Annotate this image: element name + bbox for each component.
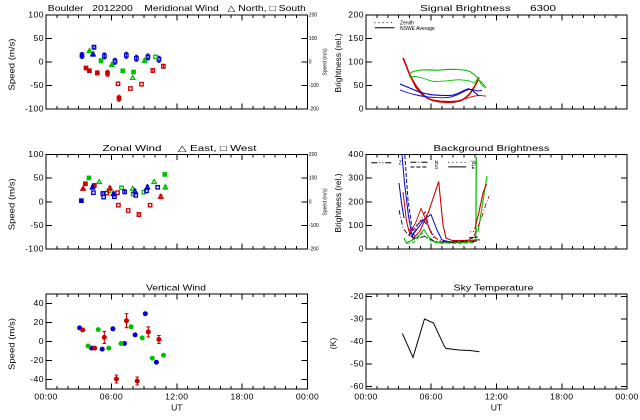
svg-text:E: E — [472, 165, 476, 171]
svg-text:40: 40 — [34, 298, 44, 308]
svg-text:Z: Z — [399, 161, 402, 167]
svg-text:UT: UT — [491, 403, 503, 413]
svg-text:Speed (m/s): Speed (m/s) — [7, 318, 17, 370]
svg-text:NSWE Average: NSWE Average — [400, 26, 435, 32]
svg-text:S: S — [435, 165, 439, 171]
svg-text:Brightness (rel.): Brightness (rel.) — [333, 33, 343, 92]
svg-text:0: 0 — [309, 60, 312, 66]
svg-text:12:00: 12:00 — [165, 392, 188, 402]
svg-text:Sky Temperature: Sky Temperature — [454, 282, 534, 292]
svg-text:Speed (m/s): Speed (m/s) — [323, 48, 329, 76]
svg-text:100: 100 — [28, 149, 44, 159]
svg-text:150: 150 — [348, 33, 364, 43]
svg-text:0: 0 — [39, 336, 44, 346]
svg-text:20: 20 — [34, 317, 44, 327]
svg-text:Vertical Wind: Vertical Wind — [146, 282, 206, 292]
svg-text:50: 50 — [34, 173, 44, 183]
svg-text:Boulder 2012200 Meridiona: Boulder 2012200 Meridional Wind △ North,… — [48, 3, 306, 13]
svg-text:200: 200 — [309, 152, 318, 158]
svg-text:-40: -40 — [350, 336, 364, 346]
svg-text:0: 0 — [309, 199, 312, 205]
svg-text:-40: -40 — [30, 374, 44, 384]
svg-text:N: N — [435, 160, 439, 166]
svg-text:Speed (m/s): Speed (m/s) — [323, 188, 329, 216]
svg-text:400: 400 — [348, 149, 364, 159]
svg-text:-200: -200 — [309, 107, 319, 113]
svg-text:18:00: 18:00 — [550, 392, 573, 402]
svg-text:100: 100 — [309, 176, 318, 182]
svg-text:200: 200 — [309, 13, 318, 19]
svg-text:-50: -50 — [350, 359, 364, 369]
svg-text:-100: -100 — [309, 83, 319, 89]
svg-text:-20: -20 — [30, 355, 44, 365]
svg-text:Brightness (rel.): Brightness (rel.) — [333, 173, 343, 232]
svg-text:00:00: 00:00 — [296, 392, 319, 402]
svg-text:-200: -200 — [309, 247, 319, 253]
svg-text:Speed (m/s): Speed (m/s) — [7, 38, 17, 90]
svg-text:50: 50 — [34, 33, 44, 43]
svg-text:50: 50 — [354, 80, 364, 90]
svg-text:00:00: 00:00 — [34, 392, 57, 402]
svg-text:0: 0 — [359, 104, 364, 114]
svg-text:-60: -60 — [350, 381, 364, 391]
svg-text:-50: -50 — [30, 80, 44, 90]
svg-text:300: 300 — [348, 173, 364, 183]
svg-text:-100: -100 — [25, 104, 44, 114]
svg-text:-30: -30 — [350, 314, 364, 324]
svg-text:Signal Brightness 6300: Signal Brightness 6300 — [420, 3, 556, 13]
svg-text:(K): (K) — [328, 338, 338, 350]
svg-text:0: 0 — [39, 196, 44, 206]
svg-text:UT: UT — [171, 403, 183, 413]
svg-text:0: 0 — [359, 244, 364, 254]
svg-text:0: 0 — [39, 57, 44, 67]
svg-text:W: W — [472, 160, 477, 166]
svg-text:100: 100 — [28, 10, 44, 20]
svg-text:100: 100 — [309, 36, 318, 42]
svg-text:Speed (m/s): Speed (m/s) — [7, 178, 17, 230]
svg-text:06:00: 06:00 — [100, 392, 123, 402]
svg-text:12:00: 12:00 — [485, 392, 508, 402]
svg-text:00:00: 00:00 — [615, 392, 638, 402]
svg-text:200: 200 — [348, 10, 364, 20]
svg-text:06:00: 06:00 — [420, 392, 443, 402]
svg-text:100: 100 — [348, 220, 364, 230]
svg-text:Background Brightness: Background Brightness — [434, 143, 550, 153]
svg-text:Zenith: Zenith — [400, 21, 414, 27]
svg-text:100: 100 — [348, 57, 364, 67]
svg-text:00:00: 00:00 — [354, 392, 377, 402]
svg-text:18:00: 18:00 — [230, 392, 253, 402]
svg-text:-20: -20 — [350, 291, 364, 301]
svg-text:Zonal Wind △ East, □ West: Zonal Wind △ East, □ West — [103, 143, 258, 153]
svg-text:-100: -100 — [25, 244, 44, 254]
svg-text:-50: -50 — [30, 220, 44, 230]
svg-text:-100: -100 — [309, 223, 319, 229]
svg-text:200: 200 — [348, 196, 364, 206]
